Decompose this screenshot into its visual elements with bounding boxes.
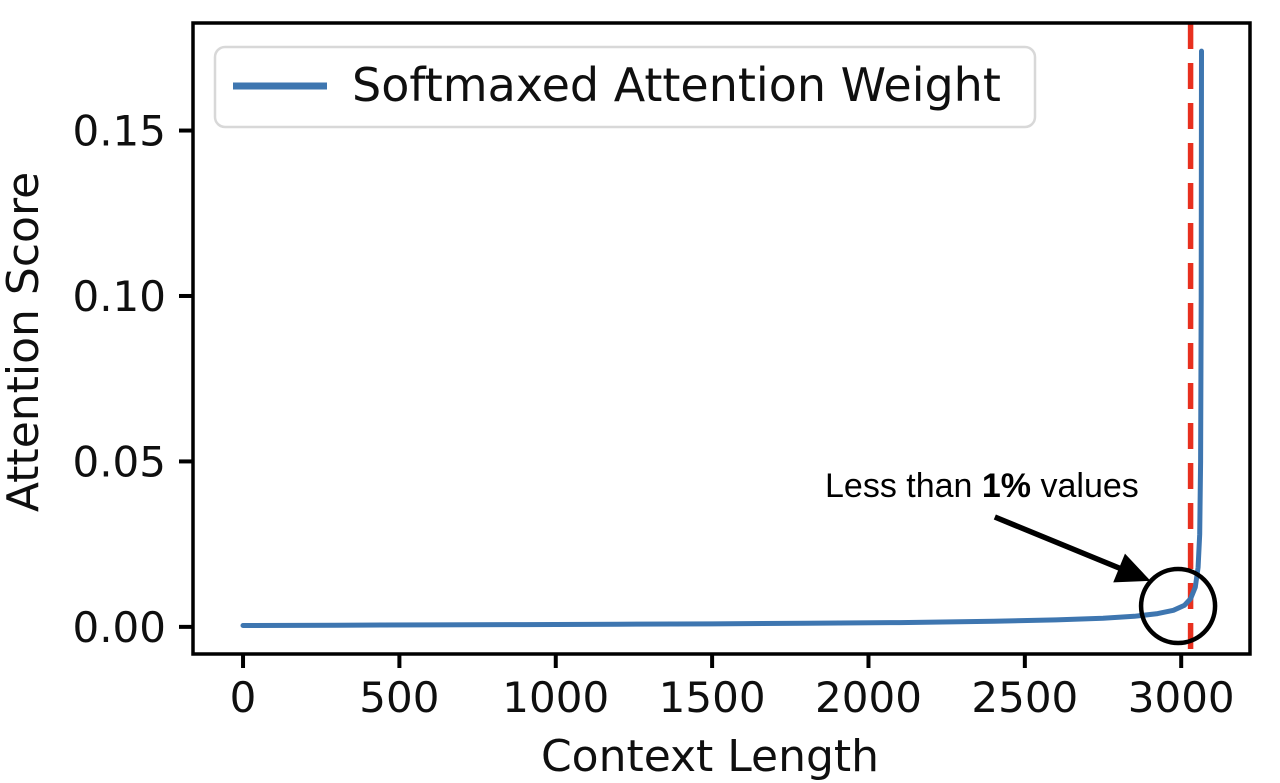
y-tick-label: 0.10 xyxy=(72,272,166,321)
x-axis-label: Context Length xyxy=(541,731,879,782)
annotation-arrow-shaft xyxy=(993,514,1122,572)
x-tick-label: 2500 xyxy=(971,673,1078,722)
annotation-text-prefix: Less than xyxy=(825,467,982,505)
y-axis-label: Attention Score xyxy=(0,172,49,512)
x-tick-label: 1500 xyxy=(659,673,766,722)
legend-entry-label: Softmaxed Attention Weight xyxy=(352,58,1001,112)
x-tick-label: 3000 xyxy=(1128,673,1235,722)
y-tick-label: 0.05 xyxy=(72,437,166,486)
annotation-text-bold: 1% xyxy=(982,467,1031,505)
legend-layer xyxy=(213,45,1037,129)
annotation-text: Less than 1% values xyxy=(825,467,1139,505)
annotation-arrowhead xyxy=(1113,553,1151,583)
attention-series-line xyxy=(240,48,1204,628)
y-tick-label: 0.15 xyxy=(72,107,166,156)
legend-box xyxy=(213,45,1037,129)
x-tick-label: 1000 xyxy=(502,673,609,722)
x-tick-label: 2000 xyxy=(815,673,922,722)
series-layer xyxy=(240,48,1204,628)
annotation-circle xyxy=(1138,566,1218,646)
y-tick-label: 0.00 xyxy=(72,603,166,652)
axes-layer: 0 500 1000 1500 2000 2500 3000 0.00 0.05 0.10 0.15 xyxy=(72,21,1252,722)
plot-border xyxy=(191,21,1252,656)
x-tick-label: 500 xyxy=(359,673,439,722)
x-tick-label: 0 xyxy=(230,673,257,722)
annotation-layer xyxy=(993,514,1218,646)
annotation-text-suffix: values xyxy=(1031,467,1139,505)
